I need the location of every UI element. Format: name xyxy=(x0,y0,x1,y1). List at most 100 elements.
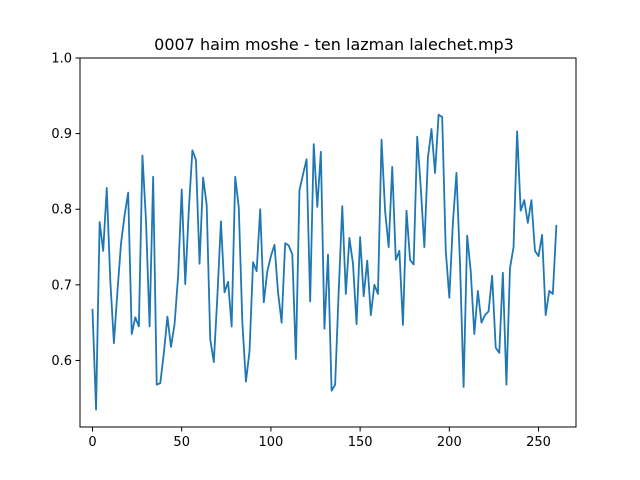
data-point xyxy=(266,270,268,272)
data-point xyxy=(416,136,418,138)
data-point xyxy=(234,176,236,178)
data-point xyxy=(216,295,218,297)
y-tick-label: 0.7 xyxy=(51,278,72,293)
data-point xyxy=(198,263,201,265)
data-point xyxy=(409,259,411,261)
data-point xyxy=(184,283,186,285)
data-point xyxy=(181,188,183,191)
y-tick-label: 1.0 xyxy=(51,52,72,67)
data-point xyxy=(263,301,265,303)
data-point xyxy=(245,381,247,383)
data-point xyxy=(195,159,197,161)
data-point xyxy=(256,270,258,272)
data-point xyxy=(545,314,547,316)
data-point xyxy=(477,290,479,292)
data-point xyxy=(131,333,133,335)
data-point xyxy=(537,255,540,257)
data-point xyxy=(152,176,154,178)
data-point xyxy=(338,290,340,292)
data-point xyxy=(327,254,329,256)
data-point xyxy=(523,199,525,201)
data-point xyxy=(166,316,169,318)
data-point xyxy=(341,205,343,207)
data-point xyxy=(452,222,454,224)
data-point xyxy=(252,261,254,263)
data-point xyxy=(509,267,511,269)
data-point xyxy=(238,207,240,209)
data-point xyxy=(259,208,261,210)
chart-title: 0007 haim moshe - ten lazman lalechet.mp… xyxy=(154,35,514,54)
data-point xyxy=(491,275,493,277)
data-point xyxy=(466,235,468,237)
data-point xyxy=(473,333,475,335)
data-point xyxy=(120,242,122,244)
data-point xyxy=(441,116,443,118)
data-point xyxy=(505,384,508,386)
data-point xyxy=(127,191,129,194)
data-point xyxy=(270,255,272,257)
data-point xyxy=(438,114,440,116)
data-point xyxy=(223,291,226,294)
data-point xyxy=(138,325,140,328)
data-point xyxy=(95,409,97,411)
data-point xyxy=(345,293,347,295)
data-point xyxy=(302,173,304,176)
data-point xyxy=(202,176,204,179)
y-tick-label: 0.9 xyxy=(51,127,72,142)
data-point xyxy=(109,280,111,282)
data-point xyxy=(91,309,94,311)
data-point xyxy=(316,206,318,208)
data-point xyxy=(495,347,497,349)
data-point xyxy=(388,246,390,248)
data-point xyxy=(391,166,393,168)
data-point xyxy=(191,149,193,151)
data-point xyxy=(305,158,308,160)
data-point xyxy=(213,361,215,363)
data-point xyxy=(106,187,108,189)
data-point xyxy=(156,384,158,386)
data-points xyxy=(91,114,557,411)
data-point xyxy=(484,314,486,316)
data-point xyxy=(384,210,386,212)
data-point xyxy=(124,214,126,216)
data-point xyxy=(530,199,533,201)
data-point xyxy=(380,139,383,141)
data-point xyxy=(370,314,372,316)
data-point xyxy=(231,325,233,328)
y-tick-label: 0.8 xyxy=(51,203,72,218)
x-tick-label: 50 xyxy=(173,435,190,450)
data-point xyxy=(281,322,283,324)
data-point xyxy=(534,250,536,252)
data-point xyxy=(170,346,172,348)
data-point xyxy=(512,246,515,248)
data-point xyxy=(241,322,243,324)
plot-frame xyxy=(79,57,577,428)
data-point xyxy=(430,128,433,130)
data-point xyxy=(159,382,161,384)
data-point xyxy=(487,310,490,312)
data-point xyxy=(480,322,483,324)
data-point xyxy=(413,263,415,266)
data-point xyxy=(145,219,147,222)
data-point xyxy=(348,237,351,239)
data-point xyxy=(173,323,176,325)
data-point xyxy=(423,246,425,248)
data-point xyxy=(298,189,301,191)
data-point xyxy=(291,254,293,256)
data-point xyxy=(366,260,368,262)
data-point xyxy=(134,316,136,318)
data-point xyxy=(248,350,251,352)
data-point xyxy=(295,358,297,360)
data-point xyxy=(141,154,144,157)
data-point xyxy=(116,290,119,292)
data-point xyxy=(445,250,447,252)
data-point xyxy=(395,259,397,261)
data-point xyxy=(355,323,358,325)
data-point xyxy=(334,384,336,386)
data-point xyxy=(99,221,101,223)
data-point xyxy=(459,263,461,265)
data-point xyxy=(427,157,429,159)
data-point xyxy=(209,338,211,340)
data-point xyxy=(555,225,557,227)
